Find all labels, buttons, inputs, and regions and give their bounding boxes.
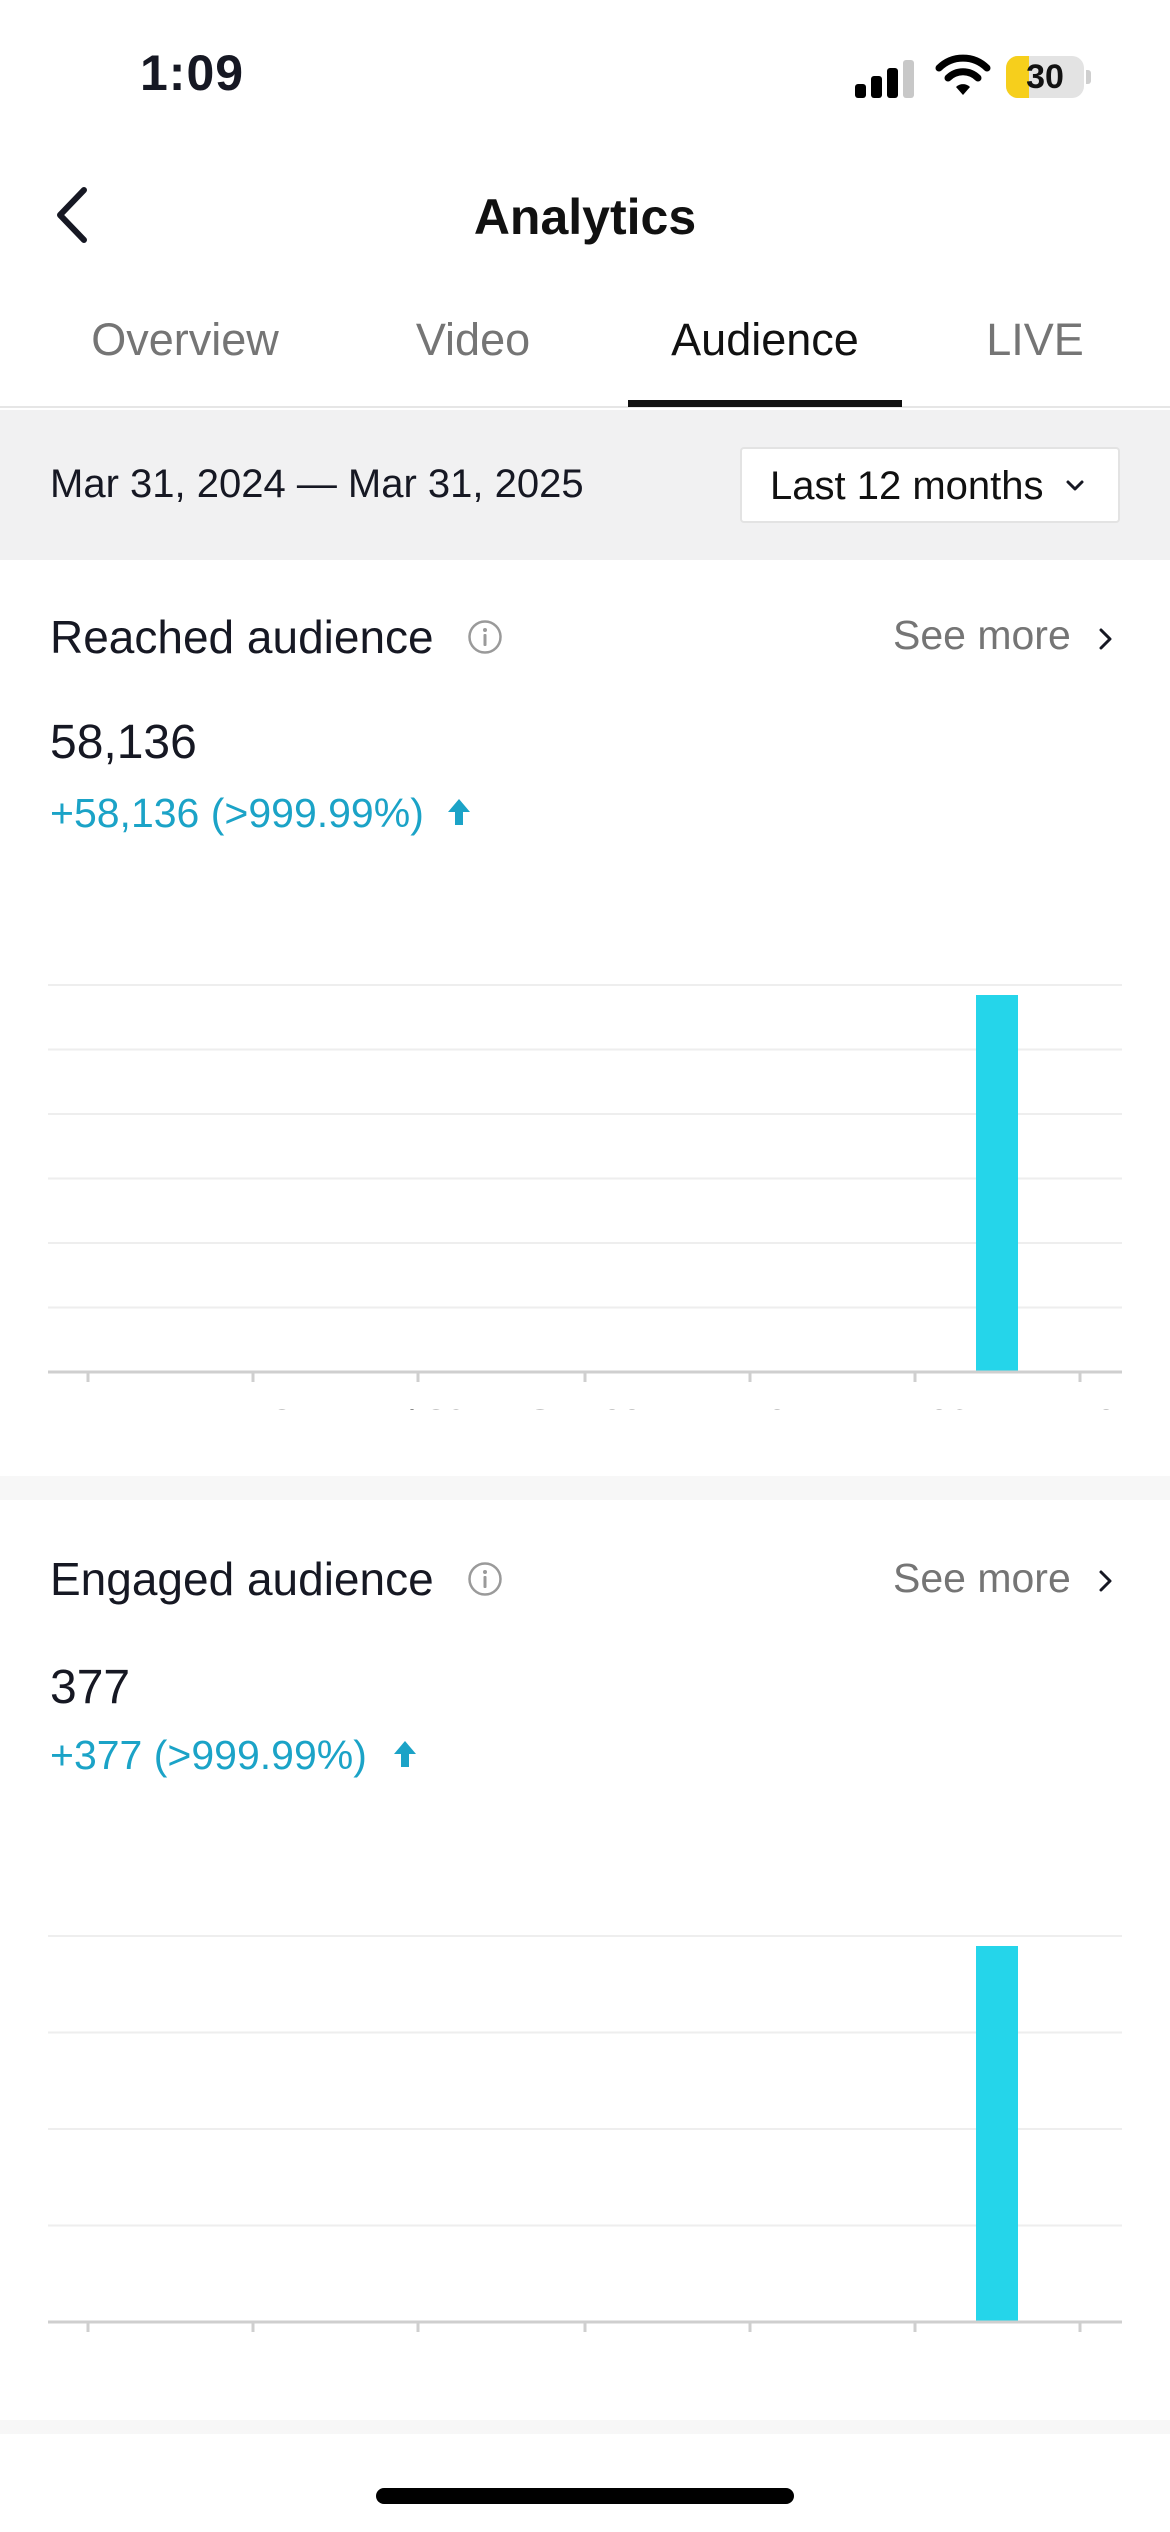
chart-bar	[976, 1946, 1018, 2322]
engaged-audience-change: +377 (>999.99%)	[50, 1732, 367, 1778]
period-dropdown-label: Last 12 months	[770, 464, 1044, 508]
section-divider	[0, 2420, 1170, 2434]
reached-audience-change: +58,136 (>999.99%)	[50, 790, 424, 836]
x-tick-label: Jul 30	[370, 1402, 466, 1410]
up-arrow-icon	[394, 1741, 416, 1767]
back-arrow-icon[interactable]	[40, 180, 110, 250]
x-tick-label: Apr 1	[45, 1402, 131, 1410]
info-icon[interactable]	[466, 1560, 504, 1598]
cellular-signal-icon	[855, 58, 915, 98]
engaged-audience-value: 377	[50, 1661, 131, 1714]
engaged-audience-chart: Apr 1 May 31 Jul 30 Sep 28 Nov 27 Jan 26 Mar 2…	[45, 1935, 1136, 2356]
engaged-see-more-link[interactable]: See more	[893, 1555, 1071, 1601]
tab-bar: Overview Video Audience LIVE	[0, 300, 1170, 408]
page-title: Analytics	[473, 189, 697, 245]
up-arrow-icon	[448, 799, 470, 825]
x-tick-label: Sep 28	[528, 1402, 642, 1410]
x-tick-label: Jul 30	[370, 2352, 466, 2356]
date-filter-bar: Mar 31, 2024 — Mar 31, 2025 Last 12 mont…	[0, 410, 1170, 560]
active-tab-indicator	[628, 400, 902, 407]
reached-audience-value: 58,136	[50, 716, 197, 769]
chart-bar	[976, 995, 1018, 1372]
tab-live[interactable]: LIVE	[986, 314, 1084, 365]
engaged-audience-title: Engaged audience	[50, 1553, 434, 1605]
x-tick-label: Sep 28	[528, 2352, 642, 2356]
x-tick-label: Nov 27	[693, 2352, 807, 2356]
x-tick-label: Nov 27	[693, 1402, 807, 1410]
status-bar: 1:09 30	[0, 0, 1170, 150]
x-tick-label: Jan 26	[861, 2352, 969, 2356]
period-dropdown[interactable]: Last 12 months	[740, 447, 1120, 523]
date-range-text: Mar 31, 2024 — Mar 31, 2025	[50, 462, 584, 506]
wifi-icon	[935, 54, 991, 95]
reached-audience-chart: Apr 1 May 31 Jul 30 Sep 28 Nov 27 Jan 26 Mar 2…	[45, 984, 1136, 1410]
battery-icon: 30	[1006, 56, 1091, 98]
battery-level: 30	[1026, 58, 1064, 96]
tab-video[interactable]: Video	[415, 314, 531, 365]
home-indicator[interactable]	[376, 2488, 794, 2504]
tab-audience[interactable]: Audience	[671, 314, 859, 365]
x-tick-label: Jan 26	[861, 1402, 969, 1410]
chevron-right-icon[interactable]	[1095, 1566, 1117, 1596]
reached-see-more-link[interactable]: See more	[893, 612, 1071, 658]
x-tick-label: May 31	[194, 1402, 312, 1410]
chevron-down-icon	[1066, 480, 1084, 491]
chevron-right-icon[interactable]	[1095, 624, 1117, 654]
x-tick-label: Mar 27	[1024, 2352, 1136, 2356]
x-tick-label: Mar 27	[1024, 1402, 1136, 1410]
tab-overview[interactable]: Overview	[91, 314, 279, 365]
reached-audience-card: Reached audience See more 58,136 +58,136…	[0, 560, 1170, 1476]
x-tick-label: Apr 1	[45, 2352, 131, 2356]
x-tick-label: May 31	[194, 2352, 312, 2356]
nav-bar: Analytics	[0, 160, 1170, 270]
reached-audience-title: Reached audience	[50, 611, 434, 663]
engaged-audience-card: Engaged audience See more 377 +377 (>999…	[0, 1500, 1170, 2420]
status-time: 1:09	[140, 45, 245, 101]
info-icon[interactable]	[466, 618, 504, 656]
section-divider	[0, 1476, 1170, 1500]
